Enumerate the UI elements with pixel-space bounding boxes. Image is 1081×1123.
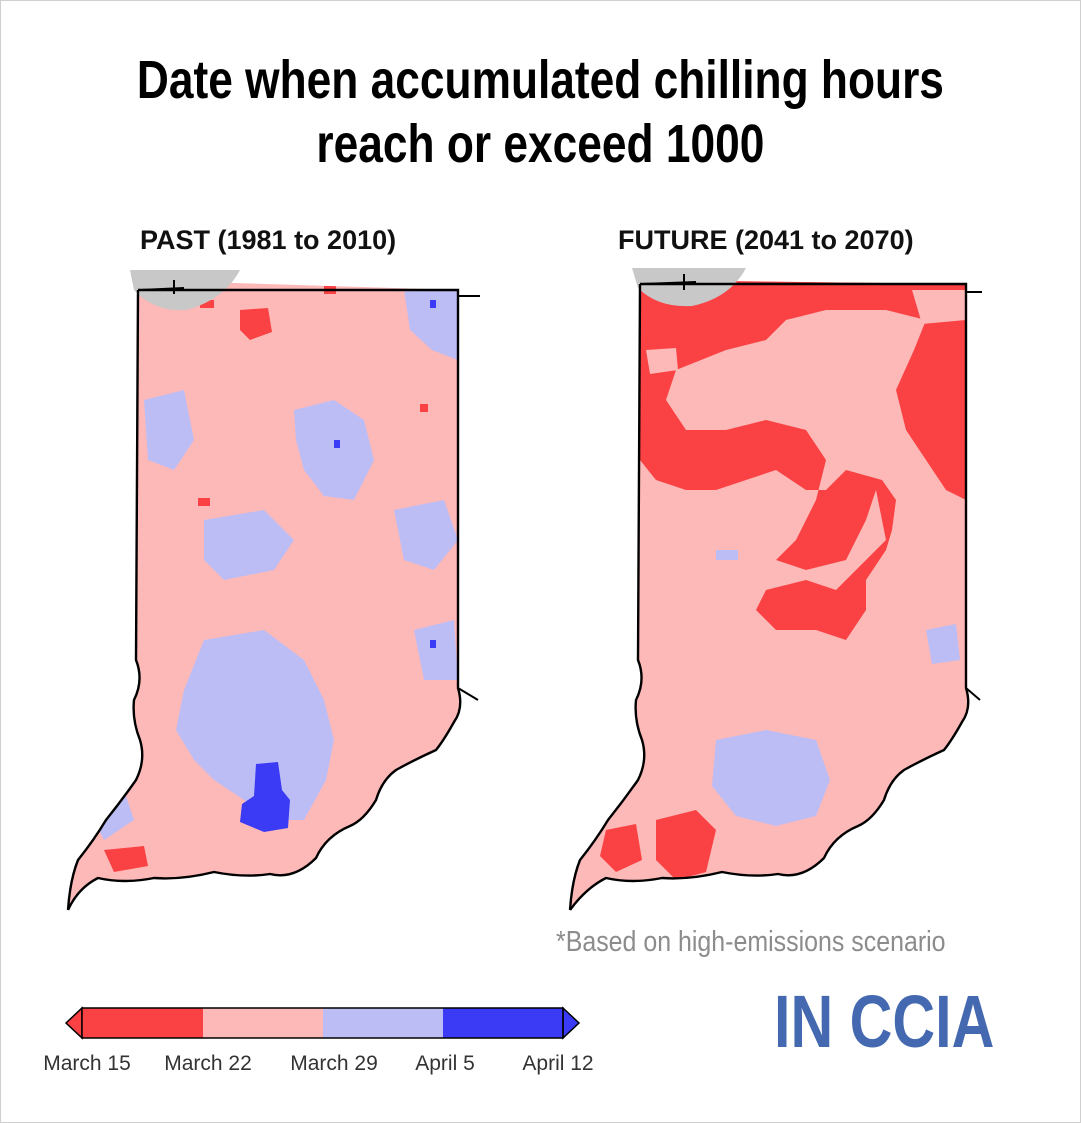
legend-extend-high xyxy=(562,1006,581,1040)
future-mid-early-region xyxy=(912,290,966,324)
legend-swatch-3 xyxy=(443,1008,563,1038)
past-early-cell xyxy=(200,300,214,308)
past-late-cell xyxy=(430,640,436,648)
title-line-2: reach or exceed 1000 xyxy=(316,114,765,174)
past-state-border xyxy=(66,288,462,911)
future-mid-late-region xyxy=(712,730,830,826)
past-late-region xyxy=(240,762,290,832)
past-mid-late-region xyxy=(294,400,374,500)
past-early-region xyxy=(104,846,148,872)
past-early-cell xyxy=(198,498,210,506)
scenario-footnote: *Based on high-emissions scenario xyxy=(556,926,946,958)
in-ccia-logo: IN CCIA xyxy=(774,980,995,1063)
past-panel-label: PAST (1981 to 2010) xyxy=(140,225,397,255)
legend-swatch-2 xyxy=(323,1008,443,1038)
future-mid-early-region xyxy=(684,322,906,420)
future-border-ticks xyxy=(641,274,982,701)
legend-tick-1: March 22 xyxy=(164,1052,252,1075)
past-mid-late-region xyxy=(176,630,334,820)
future-early-region xyxy=(656,810,716,880)
title-line-1: Date when accumulated chilling hours xyxy=(136,50,944,110)
legend-tick-2: March 29 xyxy=(290,1052,378,1075)
figure-title: Date when accumulated chilling hours rea… xyxy=(97,48,983,176)
past-mid-late-region xyxy=(204,510,294,580)
legend-tick-4: April 12 xyxy=(522,1052,594,1075)
past-mid-late-region xyxy=(144,390,194,470)
past-map xyxy=(66,270,480,911)
legend-tick-0: March 15 xyxy=(43,1052,131,1075)
lake-michigan-shape xyxy=(632,268,746,307)
past-late-cell xyxy=(430,300,436,308)
future-mid-late-region xyxy=(926,624,960,664)
future-state-border xyxy=(568,282,970,911)
legend-extend-low xyxy=(64,1006,83,1040)
future-mid-late-cell xyxy=(716,550,738,560)
past-late-cell xyxy=(334,440,340,448)
legend-swatch-0 xyxy=(82,1008,203,1038)
past-border-ticks xyxy=(139,280,480,701)
past-mid-late-region xyxy=(394,500,458,570)
legend-swatch-1 xyxy=(203,1008,323,1038)
future-early-region xyxy=(600,824,642,872)
legend-outline xyxy=(81,1007,564,1039)
legend-tick-3: April 5 xyxy=(415,1052,475,1075)
past-mid-late-region xyxy=(404,290,458,360)
future-mid-early-region xyxy=(646,348,678,374)
past-early-region xyxy=(240,308,272,340)
past-mid-late-region xyxy=(414,620,458,680)
past-early-cell xyxy=(420,404,428,412)
future-map xyxy=(568,268,982,911)
color-legend xyxy=(64,1006,581,1040)
future-panel-label: FUTURE (2041 to 2070) xyxy=(618,225,914,255)
future-early-region xyxy=(636,280,966,640)
